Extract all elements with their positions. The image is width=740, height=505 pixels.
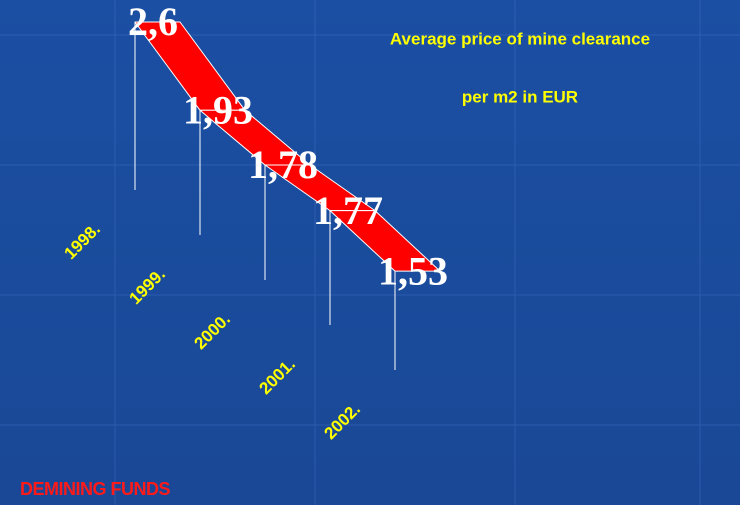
value-label: 1,77 — [313, 188, 383, 233]
chart-subtitle: per m2 in EUR — [462, 87, 578, 106]
value-label: 2,6 — [128, 0, 178, 44]
chart-title: Average price of mine clearance — [390, 29, 650, 48]
annotation: DEMINING FUNDS — [20, 479, 170, 499]
value-label: 1,93 — [183, 87, 253, 132]
value-label: 1,53 — [378, 248, 448, 293]
ribbon-segment — [329, 210, 441, 272]
value-label: 1,78 — [248, 142, 318, 187]
